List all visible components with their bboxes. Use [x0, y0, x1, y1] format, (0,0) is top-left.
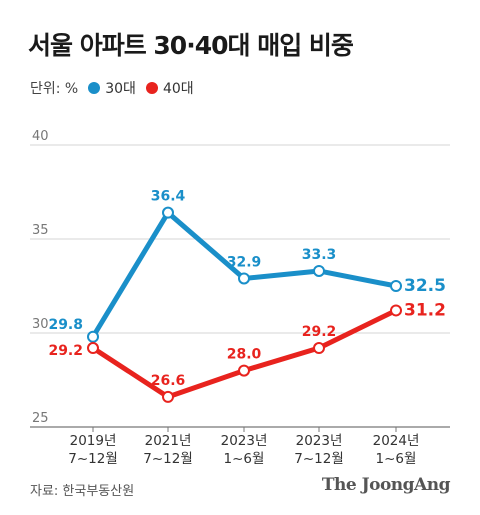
data-label: 36.4 — [151, 189, 186, 205]
data-point — [313, 342, 325, 355]
legend: 단위: % 30대 40대 — [30, 78, 194, 98]
data-point — [162, 390, 174, 403]
x-tick-label: 7~12월 — [294, 451, 344, 467]
data-point — [87, 330, 99, 343]
data-label: 28.0 — [227, 347, 262, 363]
data-point — [390, 280, 402, 292]
data-point — [390, 304, 402, 317]
legend-item-30s: 30대 — [88, 78, 136, 98]
source-note: 자료: 한국부동산원 — [30, 484, 135, 499]
legend-label-40s: 40대 — [162, 81, 194, 97]
data-label: 31.2 — [404, 300, 446, 320]
data-point — [238, 272, 250, 285]
legend-swatch-30s — [88, 82, 101, 94]
line-chart: 25 30 35 40 2019년 7~12월 2021년 7~12월 2023년 1~6월 202… — [30, 129, 450, 467]
y-tick-label: 30 — [32, 317, 49, 332]
brand-logo: The JoongAng — [321, 475, 451, 495]
data-label: 32.9 — [227, 254, 262, 270]
data-label: 33.3 — [302, 247, 337, 263]
legend-item-40s: 40대 — [145, 78, 194, 98]
data-point — [87, 342, 99, 355]
y-tick-label: 25 — [32, 411, 49, 426]
data-label: 29.8 — [48, 317, 83, 333]
x-tick-label: 2019년 — [70, 433, 117, 449]
legend-swatch-40s — [145, 82, 158, 94]
x-tick-label: 1~6월 — [376, 451, 417, 467]
x-tick-label: 7~12월 — [68, 451, 118, 467]
x-tick-label: 2023년 — [296, 433, 343, 449]
data-label: 26.6 — [151, 373, 186, 389]
x-tick-label: 2024년 — [373, 433, 420, 449]
chart-title: 서울 아파트 30·40대 매입 비중 — [28, 31, 354, 60]
data-point — [313, 264, 325, 277]
data-label: 29.2 — [48, 343, 83, 359]
y-tick-label: 35 — [32, 223, 49, 238]
x-tick-label: 7~12월 — [143, 451, 193, 467]
data-label: 29.2 — [302, 324, 337, 340]
x-tick-label: 2021년 — [145, 433, 192, 449]
data-point — [162, 206, 174, 219]
data-point — [238, 364, 250, 377]
y-tick-label: 40 — [32, 129, 49, 144]
unit-label: 단위: % — [30, 81, 79, 97]
x-tick-label: 2023년 — [221, 433, 268, 449]
x-tick-label: 1~6월 — [224, 451, 265, 467]
legend-label-30s: 30대 — [105, 81, 136, 97]
data-label: 32.5 — [404, 276, 446, 296]
